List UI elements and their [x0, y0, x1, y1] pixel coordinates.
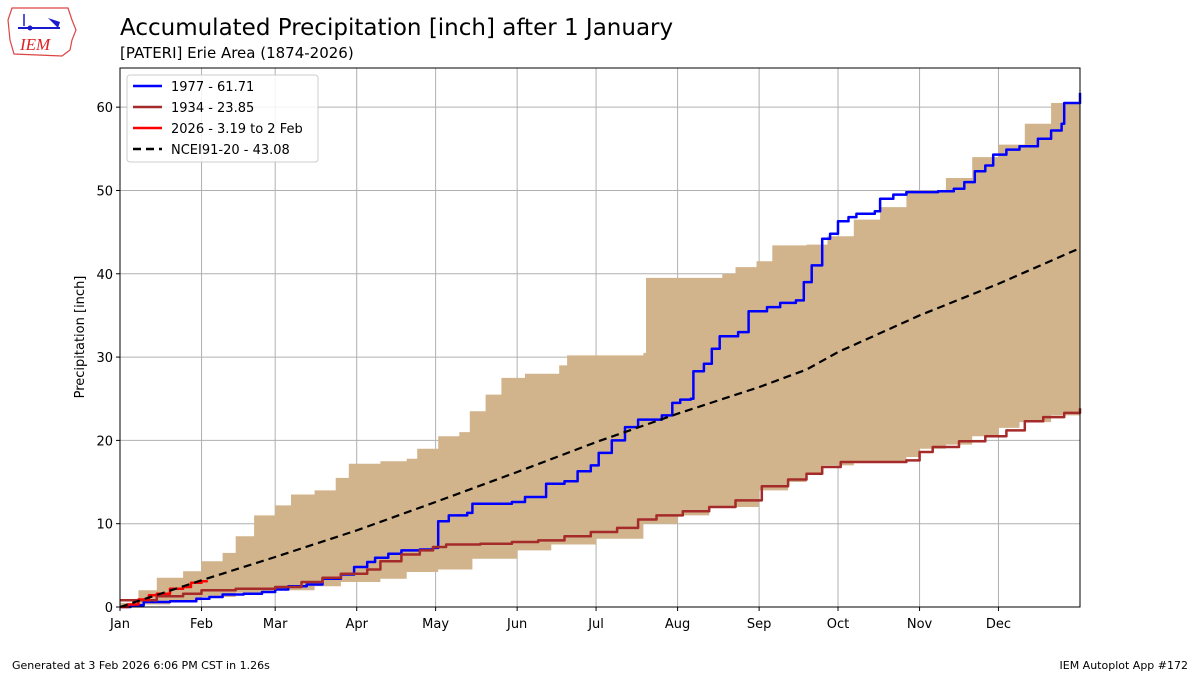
y-tick-label: 30 [96, 351, 113, 366]
x-tick-label: May [422, 617, 449, 632]
x-tick-label: Feb [190, 617, 213, 632]
chart-subtitle: [PATERI] Erie Area (1874-2026) [120, 44, 354, 62]
x-tick-label: Jun [506, 617, 527, 632]
logo-text: IEM [19, 35, 51, 54]
x-tick-label: Jul [587, 617, 604, 632]
legend-label-s2026: 2026 - 3.19 to 2 Feb [171, 122, 303, 137]
series-s2026 [120, 579, 209, 609]
x-tick-label: Apr [345, 617, 368, 632]
plot-frame [119, 67, 1081, 608]
legend-label-s1977: 1977 - 61.71 [171, 80, 254, 95]
chart-title: Accumulated Precipitation [inch] after 1… [120, 15, 673, 41]
legend-label-s1934: 1934 - 23.85 [171, 101, 254, 116]
x-tick-label: Sep [747, 617, 772, 632]
legend: 1977 - 61.71 1934 - 23.85 2026 - 3.19 to 2… [126, 74, 319, 163]
x-tick-label: Oct [827, 617, 849, 632]
legend-label-normal: NCEI91-20 - 43.08 [171, 143, 290, 158]
x-tick-label: Jan [109, 617, 130, 632]
axis-ticks: Jan Feb Mar Apr May Jun Jul Aug Sep Oct Nov Dec 0 10 2… [96, 101, 1011, 632]
y-tick-label: 40 [96, 268, 113, 283]
x-tick-label: Aug [665, 617, 690, 632]
x-tick-label: Nov [907, 617, 933, 632]
iem-logo: IEM [7, 7, 77, 57]
series-s1934 [120, 408, 1082, 602]
y-tick-label: 0 [105, 601, 113, 616]
footer-app: IEM Autoplot App #172 [1060, 659, 1189, 672]
footer-generated: Generated at 3 Feb 2026 6:06 PM CST in 1… [12, 659, 270, 672]
range-band-layer [120, 94, 1080, 607]
legend-box [126, 74, 319, 163]
x-tick-label: Mar [263, 617, 288, 632]
y-tick-label: 10 [96, 518, 113, 533]
y-axis-label: Precipitation [inch] [73, 276, 88, 399]
y-tick-label: 20 [96, 434, 113, 449]
series-normal [119, 247, 1081, 609]
x-tick-label: Dec [986, 617, 1011, 632]
range-band [120, 94, 1080, 607]
series-layer [119, 92, 1082, 609]
y-tick-label: 60 [96, 101, 113, 116]
y-tick-label: 50 [96, 184, 113, 199]
